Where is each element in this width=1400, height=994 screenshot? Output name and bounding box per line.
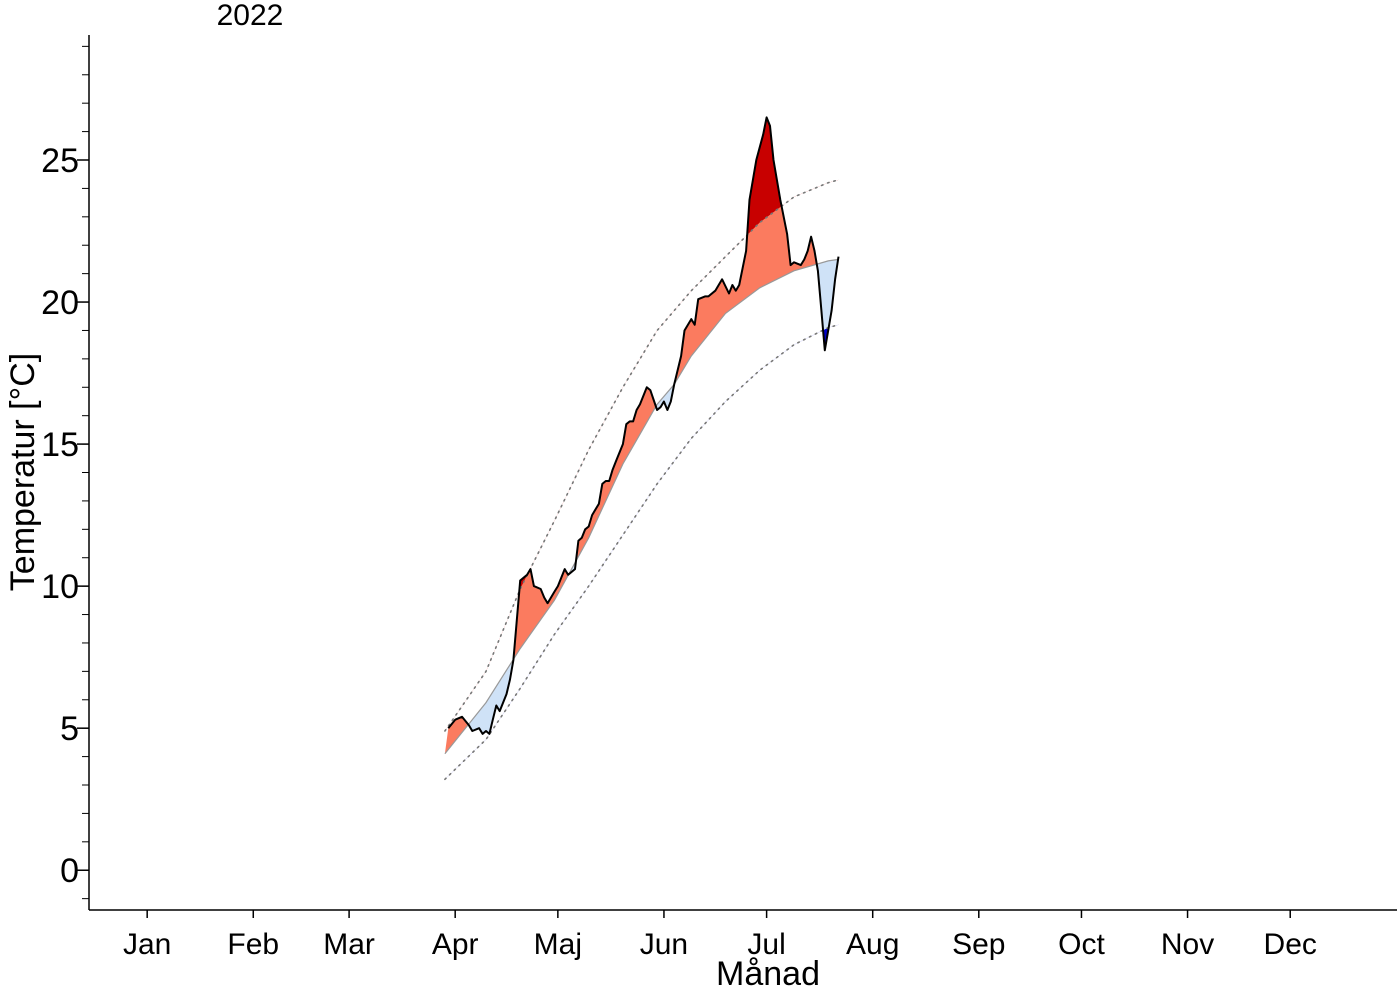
y-tick-label: 20 [41, 284, 79, 322]
chart-title: 2022 [217, 0, 284, 32]
x-tick-label: Aug [846, 928, 899, 961]
observed-line [447, 116, 840, 735]
upper-bound-line [444, 179, 840, 732]
x-axis-label: Månad [716, 955, 820, 989]
x-tick-label: Mar [323, 928, 375, 961]
x-tick-label: Nov [1161, 928, 1214, 961]
x-tick-label: Apr [432, 928, 479, 961]
y-axis-label: Temperatur [°C] [4, 353, 42, 591]
x-tick-label: Oct [1058, 928, 1105, 961]
x-tick-label: Jan [123, 928, 171, 961]
x-tick-label: Jul [747, 928, 785, 961]
x-tick-label: Sep [952, 928, 1005, 961]
y-tick-label: 0 [60, 852, 79, 890]
y-tick-label: 15 [41, 426, 79, 464]
x-tick-label: Dec [1264, 928, 1317, 961]
y-tick-label: 25 [41, 142, 79, 180]
y-tick-label: 5 [60, 710, 79, 748]
y-tick-label: 10 [41, 568, 79, 606]
lower-bound-line [444, 324, 840, 781]
normal-line [444, 258, 839, 755]
above-normal-fill [444, 117, 839, 754]
x-tick-label: Maj [534, 928, 582, 961]
x-tick-label: Feb [227, 928, 279, 961]
x-tick-label: Jun [640, 928, 688, 961]
